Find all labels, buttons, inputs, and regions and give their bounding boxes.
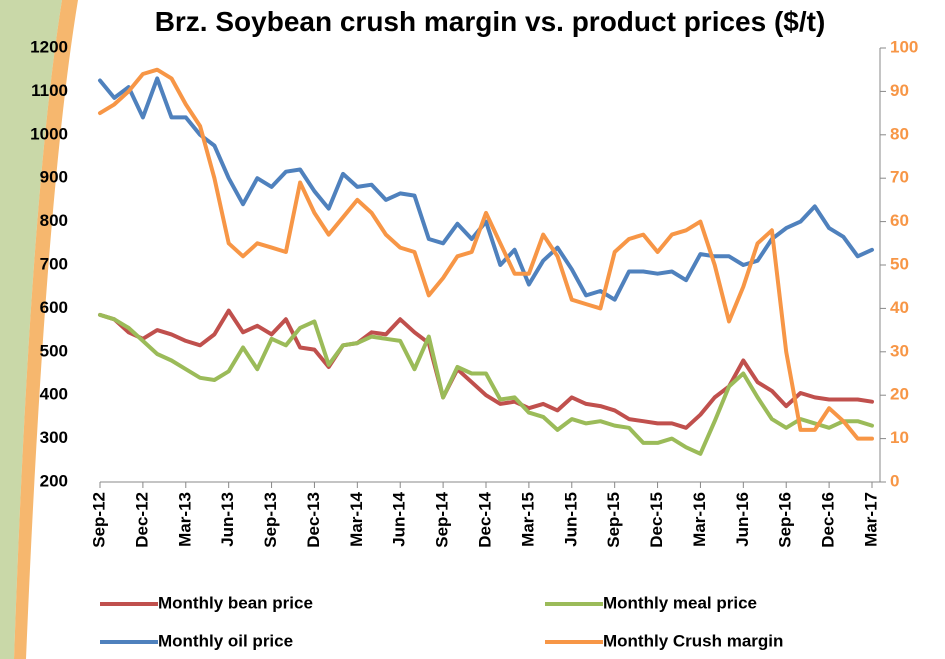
chart: 200 300 400 500 600 700 800 900 1000 1100 1200 0 10 2… xyxy=(0,0,945,659)
x-tick-label: Dec-15 xyxy=(647,492,666,548)
x-tick-label: Mar-15 xyxy=(518,492,537,547)
y2-tick-label: 40 xyxy=(890,298,909,317)
y-tick-label: 800 xyxy=(40,211,68,230)
y-tick-label: 700 xyxy=(40,254,68,273)
x-tick-label: Dec-14 xyxy=(475,491,494,547)
y-tick-label: 200 xyxy=(40,471,68,490)
y-tick-label: 500 xyxy=(40,341,68,360)
x-tick-label: Mar-17 xyxy=(861,492,880,547)
legend-label: Monthly Crush margin xyxy=(603,631,783,650)
x-tick-label: Mar-14 xyxy=(347,491,366,546)
y-tick-label: 300 xyxy=(40,428,68,447)
x-tick-label: Sep-14 xyxy=(433,491,452,547)
x-tick-label: Dec-16 xyxy=(819,492,838,548)
x-tick-label: Jun-13 xyxy=(218,492,237,547)
y2-tick-label: 80 xyxy=(890,124,909,143)
y-tick-label: 600 xyxy=(40,298,68,317)
x-tick-label: Dec-13 xyxy=(304,492,323,548)
y-tick-label: 900 xyxy=(40,168,68,187)
x-tick-label: Sep-16 xyxy=(776,492,795,548)
y-tick-label: 1200 xyxy=(30,37,68,56)
y2-tick-label: 90 xyxy=(890,81,909,100)
y2-tick-label: 60 xyxy=(890,211,909,230)
x-tick-label: Jun-16 xyxy=(733,492,752,547)
x-tick-label: Mar-16 xyxy=(690,492,709,547)
y-tick-label: 1000 xyxy=(30,124,68,143)
y-tick-label: 1100 xyxy=(31,81,68,100)
y2-tick-label: 100 xyxy=(890,37,918,56)
y2-tick-label: 0 xyxy=(890,471,899,490)
y2-tick-label: 30 xyxy=(890,341,909,360)
x-tick-label: Sep-12 xyxy=(89,492,108,548)
y-tick-label: 400 xyxy=(40,385,68,404)
legend-label: Monthly oil price xyxy=(158,631,293,650)
x-tick-label: Sep-15 xyxy=(604,492,623,548)
x-tick-label: Dec-12 xyxy=(132,492,151,548)
x-tick-label: Mar-13 xyxy=(175,492,194,547)
x-tick-label: Jun-15 xyxy=(561,492,580,547)
y2-tick-label: 10 xyxy=(890,428,909,447)
x-tick-label: Jun-14 xyxy=(390,491,409,546)
legend-label: Monthly meal price xyxy=(603,593,757,612)
series-line xyxy=(100,311,872,428)
legend-label: Monthly bean price xyxy=(158,593,313,612)
y2-tick-label: 20 xyxy=(890,385,909,404)
y2-tick-label: 70 xyxy=(890,168,909,187)
page: Brz. Soybean crush margin vs. product pr… xyxy=(0,0,945,659)
x-tick-label: Sep-13 xyxy=(261,492,280,548)
y2-tick-label: 50 xyxy=(890,254,909,273)
